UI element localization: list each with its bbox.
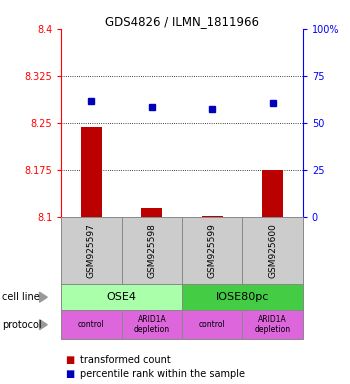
Text: OSE4: OSE4 (107, 292, 136, 302)
Text: control: control (78, 320, 105, 329)
Text: GSM925599: GSM925599 (208, 223, 217, 278)
Bar (202, 216, 223, 217)
Text: control: control (199, 320, 225, 329)
Bar (81, 127, 102, 217)
Text: GSM925597: GSM925597 (87, 223, 96, 278)
Text: cell line: cell line (2, 292, 40, 302)
Bar (141, 208, 162, 217)
Text: ARID1A
depletion: ARID1A depletion (254, 315, 290, 334)
Text: ■: ■ (65, 355, 74, 365)
Text: IOSE80pc: IOSE80pc (216, 292, 269, 302)
Text: ARID1A
depletion: ARID1A depletion (134, 315, 170, 334)
Text: protocol: protocol (2, 319, 41, 330)
Title: GDS4826 / ILMN_1811966: GDS4826 / ILMN_1811966 (105, 15, 259, 28)
Text: GSM925598: GSM925598 (147, 223, 156, 278)
Bar (262, 170, 283, 217)
Text: transformed count: transformed count (80, 355, 171, 365)
Text: percentile rank within the sample: percentile rank within the sample (80, 369, 245, 379)
Text: GSM925600: GSM925600 (268, 223, 277, 278)
Text: ■: ■ (65, 369, 74, 379)
